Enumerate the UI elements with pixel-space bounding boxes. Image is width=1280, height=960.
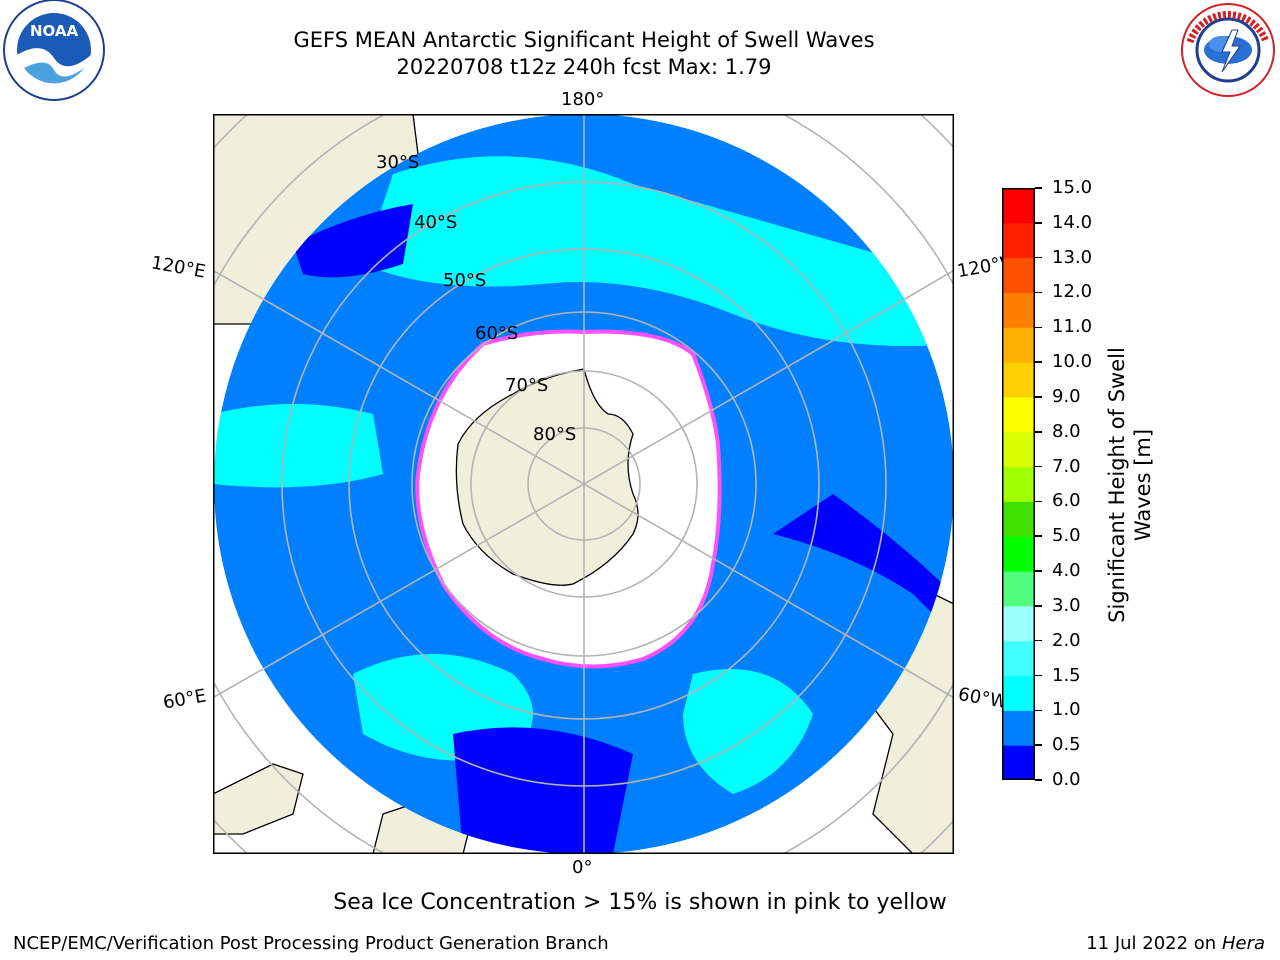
colorbar-tick-label: 4.0 (1052, 560, 1081, 582)
colorbar-tick-label: 6.0 (1052, 490, 1081, 512)
colorbar-tick-mark (1035, 744, 1042, 746)
land-africa (213, 763, 304, 835)
footer-date-text: 11 Jul 2022 on (1086, 933, 1217, 954)
colorbar-tick-mark (1035, 674, 1042, 677)
colorbar-segment (1002, 640, 1035, 677)
colorbar-tick-label: 2.0 (1052, 629, 1081, 651)
colorbar-segment (1002, 466, 1035, 502)
colorbar-tick-mark (1035, 709, 1042, 712)
colorbar-tick-mark (1035, 570, 1042, 572)
lat-label-70s: 70°S (505, 375, 549, 396)
colorbar-tick-mark (1035, 605, 1042, 607)
colorbar-tick-label: 12.0 (1052, 281, 1093, 303)
swell-band-south (683, 669, 813, 794)
colorbar-tick-mark (1035, 256, 1042, 259)
colorbar-tick-mark (1035, 291, 1042, 294)
chart-subtitle: 20220708 t12z 240h fcst Max: 1.79 (396, 55, 772, 79)
lat-label-30s: 30°S (376, 152, 420, 173)
chart-title: GEFS MEAN Antarctic Significant Height o… (293, 28, 875, 52)
colorbar-tick-label: 13.0 (1052, 246, 1093, 268)
footer-host: Hera (1221, 933, 1265, 954)
lat-label-60s: 60°S (475, 323, 519, 344)
colorbar-segment (1002, 675, 1035, 711)
colorbar-tick-mark (1035, 779, 1042, 781)
colorbar (1002, 188, 1035, 781)
footer-branch: NCEP/EMC/Verification Post Processing Pr… (13, 933, 609, 954)
lat-label-50s: 50°S (443, 270, 487, 291)
colorbar-tick-mark (1035, 639, 1042, 642)
sea-ice-note: Sea Ice Concentration > 15% is shown in … (333, 890, 947, 915)
colorbar-segment (1002, 292, 1035, 328)
footer-date: 11 Jul 2022 on Hera (1086, 933, 1265, 954)
noaa-logo: NOAA (2, 0, 106, 108)
lat-label-40s: 40°S (414, 212, 458, 233)
swell-low-east (773, 494, 953, 634)
colorbar-segment (1002, 605, 1035, 642)
colorbar-tick-label: 10.0 (1052, 351, 1093, 373)
colorbar-tick-mark (1035, 222, 1042, 224)
colorbar-tick-label: 0.0 (1052, 769, 1081, 790)
colorbar-tick-mark (1035, 326, 1042, 329)
swell-low-south (453, 727, 633, 854)
colorbar-segment (1002, 327, 1035, 363)
colorbar-tick-label: 1.5 (1052, 664, 1081, 686)
colorbar-tick-label: 1.0 (1052, 699, 1081, 721)
colorbar-tick-mark (1035, 500, 1042, 503)
colorbar-tick-label: 9.0 (1052, 385, 1081, 407)
swell-band-west (214, 404, 383, 488)
lon-label-120e: 120°E (149, 252, 208, 283)
colorbar-tick-label: 14.0 (1052, 211, 1093, 233)
lon-label-60e: 60°E (161, 685, 208, 714)
colorbar-border (1002, 188, 1035, 780)
colorbar-segment (1002, 745, 1035, 781)
colorbar-segment (1002, 257, 1035, 293)
colorbar-tick-label: 5.0 (1052, 525, 1081, 547)
colorbar-segment (1002, 571, 1035, 607)
colorbar-segment (1002, 710, 1035, 746)
nws-logo (1176, 2, 1280, 106)
colorbar-tick-mark (1035, 361, 1042, 363)
lon-label-180: 180° (561, 89, 605, 110)
polar-map (213, 114, 954, 854)
colorbar-title: Significant Height of Swell Waves [m] (1105, 347, 1155, 623)
colorbar-segment (1002, 362, 1035, 398)
colorbar-segment (1002, 501, 1035, 537)
colorbar-tick-label: 15.0 (1052, 177, 1093, 198)
lat-label-80s: 80°S (533, 424, 577, 445)
colorbar-tick-label: 7.0 (1052, 455, 1081, 477)
colorbar-tick-mark (1035, 535, 1042, 537)
colorbar-tick-mark (1035, 396, 1042, 398)
colorbar-segment (1002, 188, 1035, 224)
swell-band-north (363, 156, 953, 346)
colorbar-segment (1002, 536, 1035, 572)
map-svg (213, 114, 954, 854)
noaa-logo-text: NOAA (30, 22, 79, 40)
colorbar-tick-mark (1035, 187, 1042, 189)
colorbar-tick-mark (1035, 465, 1042, 468)
colorbar-tick-mark (1035, 431, 1042, 433)
colorbar-segment (1002, 396, 1035, 433)
lon-label-0: 0° (572, 857, 593, 878)
colorbar-tick-label: 3.0 (1052, 594, 1081, 616)
colorbar-tick-label: 0.5 (1052, 734, 1081, 756)
colorbar-segment (1002, 222, 1035, 259)
colorbar-segment (1002, 431, 1035, 468)
colorbar-svg (1002, 188, 1035, 781)
colorbar-tick-label: 8.0 (1052, 420, 1081, 442)
colorbar-tick-label: 11.0 (1052, 316, 1093, 338)
